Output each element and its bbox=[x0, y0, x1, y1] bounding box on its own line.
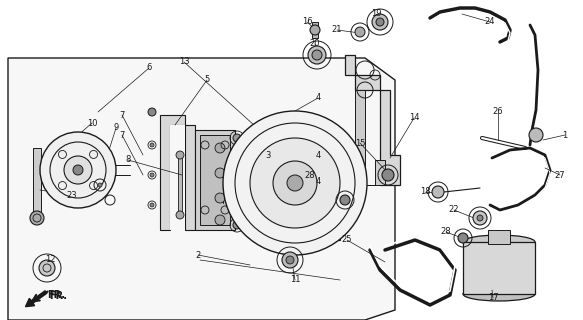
Circle shape bbox=[233, 221, 241, 229]
Text: 16: 16 bbox=[301, 18, 312, 27]
Circle shape bbox=[148, 108, 156, 116]
Bar bbox=[488, 230, 510, 244]
Polygon shape bbox=[305, 160, 345, 200]
Text: FR.: FR. bbox=[49, 291, 67, 301]
Circle shape bbox=[287, 175, 303, 191]
Circle shape bbox=[382, 169, 394, 181]
Bar bbox=[195, 130, 235, 230]
Circle shape bbox=[176, 151, 184, 159]
Text: 27: 27 bbox=[554, 171, 566, 180]
Circle shape bbox=[98, 183, 102, 187]
Circle shape bbox=[432, 186, 444, 198]
Text: 5: 5 bbox=[205, 76, 210, 84]
Polygon shape bbox=[345, 55, 400, 185]
Bar bbox=[200, 135, 230, 225]
Circle shape bbox=[64, 156, 92, 184]
Text: 4: 4 bbox=[315, 93, 321, 102]
Text: 28: 28 bbox=[441, 228, 451, 236]
Circle shape bbox=[529, 128, 543, 142]
Circle shape bbox=[233, 134, 241, 142]
Polygon shape bbox=[8, 58, 395, 320]
Text: 2: 2 bbox=[195, 251, 201, 260]
Text: 13: 13 bbox=[178, 58, 189, 67]
Text: 19: 19 bbox=[371, 10, 381, 19]
Circle shape bbox=[39, 260, 55, 276]
Text: 25: 25 bbox=[342, 236, 352, 244]
Text: 15: 15 bbox=[354, 139, 366, 148]
Circle shape bbox=[473, 211, 487, 225]
Text: 26: 26 bbox=[493, 108, 503, 116]
Text: 20: 20 bbox=[310, 39, 320, 49]
Circle shape bbox=[176, 211, 184, 219]
Circle shape bbox=[308, 46, 326, 64]
Circle shape bbox=[215, 143, 225, 153]
Text: 7: 7 bbox=[120, 110, 125, 119]
Circle shape bbox=[286, 256, 294, 264]
Text: 17: 17 bbox=[488, 293, 498, 302]
Circle shape bbox=[282, 252, 298, 268]
Circle shape bbox=[273, 161, 317, 205]
Bar bbox=[170, 125, 185, 230]
Circle shape bbox=[355, 27, 365, 37]
Text: 11: 11 bbox=[290, 276, 300, 284]
Circle shape bbox=[30, 211, 44, 225]
Text: 6: 6 bbox=[146, 63, 152, 73]
Circle shape bbox=[477, 215, 483, 221]
Bar bbox=[33, 148, 41, 218]
Circle shape bbox=[150, 203, 154, 207]
Ellipse shape bbox=[463, 235, 535, 249]
Circle shape bbox=[40, 132, 116, 208]
Text: 14: 14 bbox=[409, 114, 419, 123]
Circle shape bbox=[215, 168, 225, 178]
Text: 1: 1 bbox=[563, 131, 568, 140]
Polygon shape bbox=[305, 160, 340, 240]
Text: 28: 28 bbox=[305, 171, 315, 180]
Circle shape bbox=[458, 233, 468, 243]
Polygon shape bbox=[160, 115, 195, 230]
Text: 4: 4 bbox=[315, 150, 321, 159]
Circle shape bbox=[376, 18, 384, 26]
Polygon shape bbox=[355, 90, 385, 185]
Circle shape bbox=[215, 215, 225, 225]
Circle shape bbox=[233, 154, 241, 162]
Circle shape bbox=[223, 111, 367, 255]
FancyArrow shape bbox=[26, 291, 47, 307]
Circle shape bbox=[250, 138, 340, 228]
Text: 10: 10 bbox=[87, 118, 97, 127]
Text: 22: 22 bbox=[449, 205, 459, 214]
Circle shape bbox=[340, 195, 350, 205]
Text: 3: 3 bbox=[265, 150, 271, 159]
Circle shape bbox=[372, 14, 388, 30]
Text: 8: 8 bbox=[125, 156, 131, 164]
Bar bbox=[312, 22, 318, 38]
Circle shape bbox=[150, 173, 154, 177]
Text: 9: 9 bbox=[113, 124, 118, 132]
Text: 4: 4 bbox=[315, 178, 321, 187]
Text: FR.: FR. bbox=[47, 290, 65, 300]
Circle shape bbox=[310, 25, 320, 35]
Bar bbox=[178, 155, 182, 215]
Circle shape bbox=[312, 50, 322, 60]
Text: 7: 7 bbox=[120, 131, 125, 140]
Circle shape bbox=[215, 193, 225, 203]
Text: 24: 24 bbox=[484, 18, 495, 27]
Circle shape bbox=[73, 165, 83, 175]
Text: 23: 23 bbox=[66, 190, 78, 199]
Text: 18: 18 bbox=[420, 188, 430, 196]
Text: 21: 21 bbox=[332, 26, 342, 35]
Text: 12: 12 bbox=[45, 255, 55, 265]
Bar bbox=[463, 242, 535, 294]
Ellipse shape bbox=[463, 287, 535, 301]
Circle shape bbox=[150, 143, 154, 147]
